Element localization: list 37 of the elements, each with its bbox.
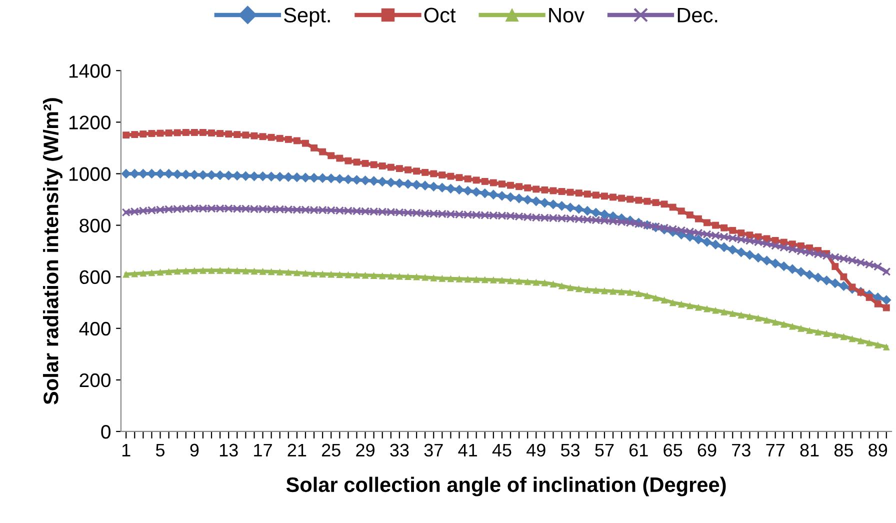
x-tick-label: 21	[288, 444, 306, 456]
y-tick-label: 1200	[69, 116, 110, 130]
x-tick-label: 65	[664, 444, 682, 457]
x-tick-label: 33	[390, 444, 409, 457]
x-tick-label: 1	[122, 444, 130, 456]
x-tick-label: 53	[560, 444, 580, 457]
y-tick-label: 200	[80, 373, 110, 388]
legend-label: Nov	[549, 8, 584, 22]
x-tick-label: 69	[698, 444, 716, 457]
x-tick-label: 9	[190, 444, 199, 457]
y-tick-label: 1000	[69, 167, 110, 181]
legend-label: Oct	[424, 8, 456, 22]
x-tick-label: 89	[868, 444, 888, 457]
y-tick-label: 800	[80, 218, 110, 232]
x-tick-label: 61	[630, 444, 648, 457]
x-tick-label: 49	[526, 444, 546, 457]
x-tick-label: 45	[492, 444, 512, 457]
x-tick-label: 77	[766, 444, 784, 456]
x-tick-label: 13	[220, 444, 238, 457]
y-tick-label: 1400	[69, 64, 110, 78]
x-tick-label: 5	[156, 444, 165, 457]
x-tick-label: 17	[254, 444, 272, 456]
y-axis-title: Solar radiation intensity (W/m²)	[43, 98, 62, 404]
x-tick-label: 85	[834, 444, 853, 457]
y-tick-label: 400	[79, 322, 110, 336]
x-tick-label: 29	[356, 444, 374, 457]
x-tick-label: 73	[732, 444, 750, 457]
legend-label: Sept.	[284, 8, 330, 27]
x-tick-label: 41	[458, 444, 477, 456]
y-tick-label: 600	[80, 270, 110, 284]
legend-label: Dec.	[678, 8, 718, 22]
x-tick-label: 81	[800, 444, 819, 457]
y-tick-label: 0	[101, 424, 110, 439]
x-tick-label: 25	[322, 444, 340, 457]
x-tick-label: 57	[595, 444, 614, 457]
x-axis-title: Solar collection angle of inclination (Degree)	[286, 476, 726, 496]
x-tick-label: 37	[424, 444, 443, 457]
